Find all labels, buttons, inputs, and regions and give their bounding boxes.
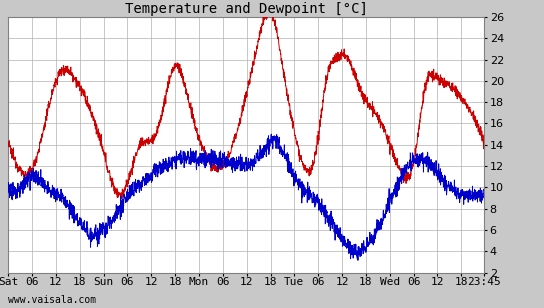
Text: www.vaisala.com: www.vaisala.com [8, 295, 96, 305]
Title: Temperature and Dewpoint [°C]: Temperature and Dewpoint [°C] [125, 2, 368, 16]
